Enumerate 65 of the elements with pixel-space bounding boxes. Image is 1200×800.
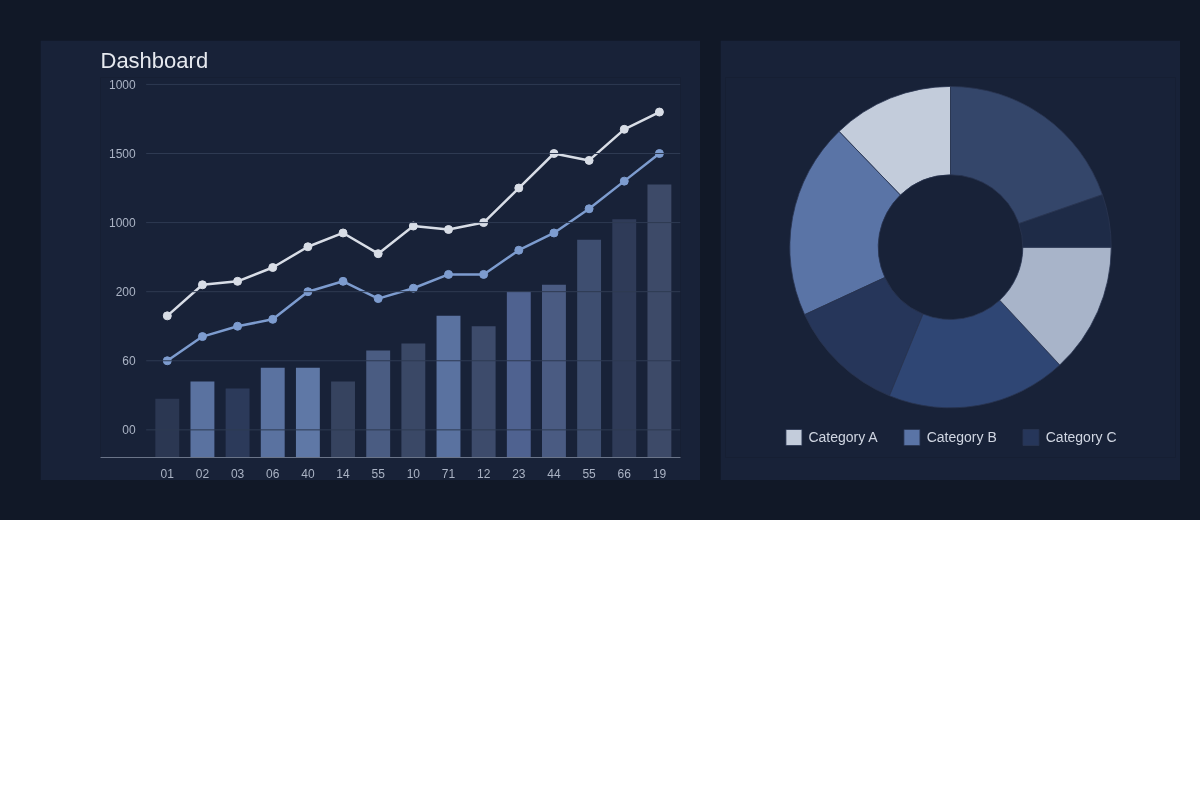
point <box>162 311 172 321</box>
point <box>549 228 559 238</box>
point <box>619 124 629 134</box>
point <box>408 283 418 293</box>
x-tick-label: 03 <box>230 466 245 481</box>
point <box>619 176 629 186</box>
x-tick-label: 10 <box>406 466 421 481</box>
point <box>584 204 594 214</box>
legend-label: Category C <box>1045 429 1117 445</box>
x-tick-label: 44 <box>547 466 561 481</box>
x-tick-label: 02 <box>195 466 210 481</box>
text: 200 <box>115 285 136 300</box>
point <box>654 149 664 158</box>
x-tick-label: 19 <box>652 466 667 481</box>
point <box>408 221 418 231</box>
bar <box>260 367 285 458</box>
point <box>479 269 489 279</box>
point <box>444 269 453 279</box>
point <box>197 280 207 290</box>
point <box>162 356 172 366</box>
bar <box>401 343 426 458</box>
bar <box>190 381 215 458</box>
point <box>479 218 489 228</box>
text: 1000 <box>108 216 136 231</box>
point <box>373 294 383 304</box>
x-tick-label: 55 <box>371 466 386 481</box>
text: 00 <box>122 423 136 438</box>
legend-label: Category B <box>926 429 997 445</box>
bar <box>331 381 355 458</box>
point <box>338 276 348 286</box>
bar <box>471 326 496 458</box>
point <box>514 183 524 193</box>
point <box>268 314 278 324</box>
point <box>373 249 383 259</box>
x-tick-label: 06 <box>266 466 280 481</box>
chart-title: Dashboard <box>100 47 209 73</box>
x-tick-label: 71 <box>441 466 456 481</box>
bar <box>436 315 461 458</box>
point <box>268 263 278 272</box>
x-tick-label: 14 <box>336 466 351 481</box>
point <box>233 276 243 286</box>
point <box>654 107 664 117</box>
point <box>444 225 453 234</box>
x-tick-label: 23 <box>512 466 526 481</box>
bar <box>506 291 531 458</box>
point <box>233 321 243 331</box>
text: 1500 <box>108 147 136 161</box>
text: 60 <box>122 354 136 369</box>
x-tick-label: 66 <box>617 466 632 481</box>
legend-label: Category A <box>808 429 878 445</box>
bar <box>542 284 566 458</box>
x-tick-label: 55 <box>582 466 597 481</box>
bar <box>647 184 672 458</box>
bar <box>366 350 391 458</box>
x-tick-label: 40 <box>301 466 315 481</box>
point <box>338 228 348 238</box>
bar <box>295 367 320 458</box>
bar <box>577 239 602 458</box>
point <box>303 242 313 252</box>
x-tick-label: 01 <box>160 466 175 481</box>
point <box>584 155 594 165</box>
point <box>197 332 207 342</box>
point <box>514 245 524 255</box>
x-tick-label: 12 <box>476 466 491 481</box>
text: 1000 <box>108 77 136 92</box>
